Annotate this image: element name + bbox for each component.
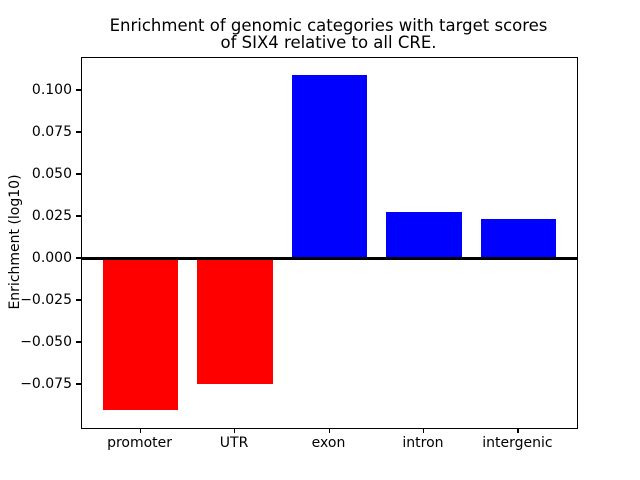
y-axis-label: Enrichment (log10) (7, 174, 23, 310)
y-tick-label-0.075: 0.075 (31, 123, 72, 140)
y-tick-label-0.025: 0.025 (31, 207, 72, 224)
x-tick-label-exon: exon (311, 435, 346, 451)
x-tick-label-intergenic: intergenic (482, 435, 553, 451)
x-tick-mark-exon (328, 428, 330, 433)
x-tick-mark-promoter (139, 428, 141, 433)
y-tick-label-−0.050: −0.050 (20, 333, 72, 350)
chart-title: Enrichment of genomic categories with ta… (81, 16, 576, 52)
chart-title-line1: Enrichment of genomic categories with ta… (109, 16, 548, 35)
bar-intron (386, 211, 462, 259)
bar-intergenic (480, 218, 557, 259)
bar-promoter (102, 258, 179, 411)
x-tick-mark-intergenic (517, 428, 519, 433)
y-tick-mark-0.100 (76, 89, 81, 91)
y-tick-mark-0.075 (76, 131, 81, 133)
x-tick-label-intron: intron (402, 435, 444, 451)
y-tick-label-−0.075: −0.075 (20, 375, 72, 392)
chart-title-line2: of SIX4 relative to all CRE. (220, 32, 437, 52)
y-tick-mark-−0.025 (76, 299, 81, 301)
y-tick-mark-−0.050 (76, 341, 81, 343)
x-tick-label-promoter: promoter (107, 435, 173, 451)
bar-exon (291, 74, 368, 259)
x-tick-mark-UTR (234, 428, 236, 433)
x-tick-mark-intron (422, 428, 425, 433)
y-tick-mark-−0.075 (76, 383, 81, 385)
x-tick-label-UTR: UTR (219, 435, 249, 451)
y-tick-label-0.050: 0.050 (31, 165, 72, 182)
y-tick-label-0.100: 0.100 (31, 81, 72, 98)
zero-line (82, 257, 577, 261)
bar-UTR (197, 258, 273, 385)
y-tick-label-−0.025: −0.025 (20, 291, 72, 308)
y-tick-mark-0.050 (76, 173, 81, 175)
plot-area (81, 57, 578, 429)
y-tick-mark-0.000 (76, 257, 81, 259)
y-tick-label-0.000: 0.000 (31, 249, 72, 266)
y-tick-mark-0.025 (76, 215, 81, 217)
